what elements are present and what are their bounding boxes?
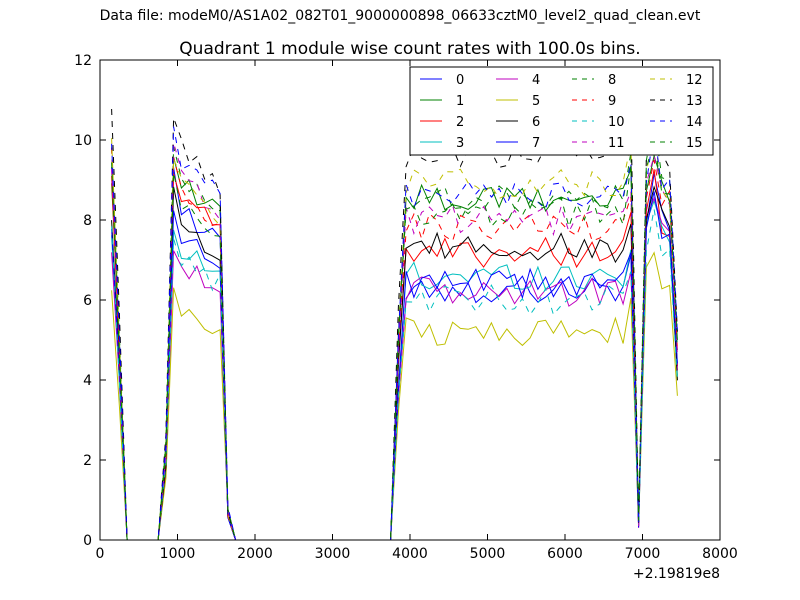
y-tick-label: 10	[74, 133, 92, 149]
x-tick-label: 1000	[160, 546, 196, 562]
figure-suptitle: Data file: modeM0/AS1A02_082T01_90000008…	[99, 8, 701, 24]
x-tick-label: 7000	[625, 546, 661, 562]
legend-label-10: 10	[608, 115, 625, 130]
legend-label-4: 4	[532, 73, 540, 88]
legend-label-0: 0	[456, 73, 464, 88]
y-tick-label: 0	[83, 533, 92, 549]
plot-lines	[111, 104, 678, 541]
legend-label-14: 14	[686, 115, 703, 130]
axis-ticks: 0 1000 2000 3000 4000 5000 6000 7000 80000246810…	[74, 53, 738, 562]
legend-label-6: 6	[532, 115, 540, 130]
x-axis-offset-label: +2.19819e8	[633, 566, 720, 582]
series-line-5	[111, 251, 678, 541]
x-tick-label: 3000	[315, 546, 351, 562]
y-tick-label: 2	[83, 453, 92, 469]
x-tick-label: 5000	[470, 546, 506, 562]
series-line-2	[111, 169, 678, 541]
legend-label-1: 1	[456, 94, 464, 109]
series-line-15	[111, 139, 678, 541]
chart-title: Quadrant 1 module wise count rates with …	[179, 39, 640, 59]
y-tick-label: 6	[83, 293, 92, 309]
legend-label-5: 5	[532, 94, 540, 109]
legend-label-3: 3	[456, 136, 464, 151]
series-line-10	[111, 209, 678, 541]
legend-label-11: 11	[608, 136, 625, 151]
x-tick-label: 8000	[702, 546, 738, 562]
series-line-3	[111, 199, 678, 541]
x-tick-label: 4000	[392, 546, 428, 562]
legend-label-13: 13	[686, 94, 703, 109]
legend-label-2: 2	[456, 115, 464, 130]
y-tick-label: 4	[83, 373, 92, 389]
x-tick-label: 2000	[237, 546, 273, 562]
series-line-12	[111, 132, 678, 541]
y-tick-label: 12	[74, 53, 92, 69]
legend-label-12: 12	[686, 73, 703, 88]
legend-label-7: 7	[532, 136, 540, 151]
legend-label-9: 9	[608, 94, 616, 109]
y-tick-label: 8	[83, 213, 92, 229]
legend-label-8: 8	[608, 73, 616, 88]
x-tick-label: 6000	[547, 546, 583, 562]
series-line-4	[111, 196, 678, 541]
x-tick-label: 0	[96, 546, 105, 562]
legend-label-15: 15	[686, 136, 703, 151]
legend-frame	[409, 66, 714, 156]
